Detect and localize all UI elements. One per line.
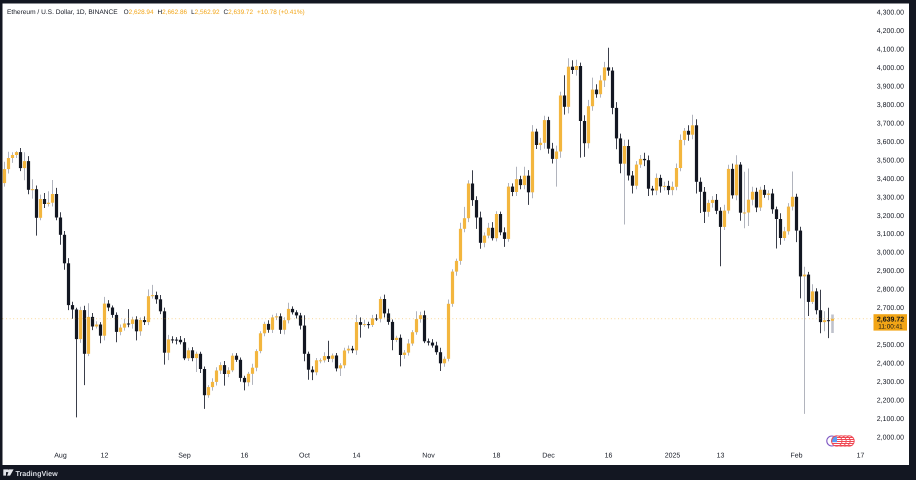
svg-text:16: 16 [605, 453, 613, 460]
svg-text:3,600.00: 3,600.00 [877, 139, 904, 146]
svg-text:17: 17 [857, 453, 865, 460]
svg-text:2,200.00: 2,200.00 [877, 398, 904, 405]
svg-text:12: 12 [101, 453, 109, 460]
svg-text:14: 14 [353, 453, 361, 460]
svg-text:2,400.00: 2,400.00 [877, 361, 904, 368]
svg-text:13: 13 [717, 453, 725, 460]
svg-text:3,700.00: 3,700.00 [877, 120, 904, 127]
svg-text:Oct: Oct [299, 453, 310, 460]
svg-text:2,500.00: 2,500.00 [877, 342, 904, 349]
svg-text:4,300.00: 4,300.00 [877, 10, 904, 17]
svg-text:Nov: Nov [422, 453, 435, 460]
svg-text:TradingView: TradingView [16, 469, 59, 478]
svg-text:4,000.00: 4,000.00 [877, 65, 904, 72]
svg-text:16: 16 [241, 453, 249, 460]
svg-text:2,100.00: 2,100.00 [877, 416, 904, 423]
svg-text:Dec: Dec [542, 453, 555, 460]
svg-text:2,000.00: 2,000.00 [877, 435, 904, 442]
svg-text:2,300.00: 2,300.00 [877, 379, 904, 386]
svg-text:18: 18 [493, 453, 501, 460]
svg-text:Ethereum / U.S. Dollar, 1D, BI: Ethereum / U.S. Dollar, 1D, BINANCE O2,62… [7, 9, 305, 16]
svg-text:4,100.00: 4,100.00 [877, 47, 904, 54]
svg-text:2,639.72: 2,639.72 [877, 316, 904, 323]
svg-text:Feb: Feb [790, 452, 802, 460]
svg-text:3,200.00: 3,200.00 [877, 213, 904, 220]
svg-text:3,000.00: 3,000.00 [877, 250, 904, 257]
svg-text:3,300.00: 3,300.00 [877, 194, 904, 201]
svg-text:3,800.00: 3,800.00 [877, 102, 904, 109]
svg-text:3,100.00: 3,100.00 [877, 231, 904, 238]
svg-text:3,500.00: 3,500.00 [877, 157, 904, 164]
svg-text:2,900.00: 2,900.00 [877, 268, 904, 275]
svg-text:2025: 2025 [665, 453, 681, 460]
svg-text:Sep: Sep [178, 453, 191, 460]
svg-text:Aug: Aug [54, 453, 67, 460]
svg-text:4,200.00: 4,200.00 [877, 28, 904, 35]
svg-text:2,700.00: 2,700.00 [877, 305, 904, 312]
svg-text:2,800.00: 2,800.00 [877, 287, 904, 294]
svg-text:3,900.00: 3,900.00 [877, 83, 904, 90]
svg-text:3,400.00: 3,400.00 [877, 176, 904, 183]
svg-text:11:00:41: 11:00:41 [878, 324, 903, 331]
